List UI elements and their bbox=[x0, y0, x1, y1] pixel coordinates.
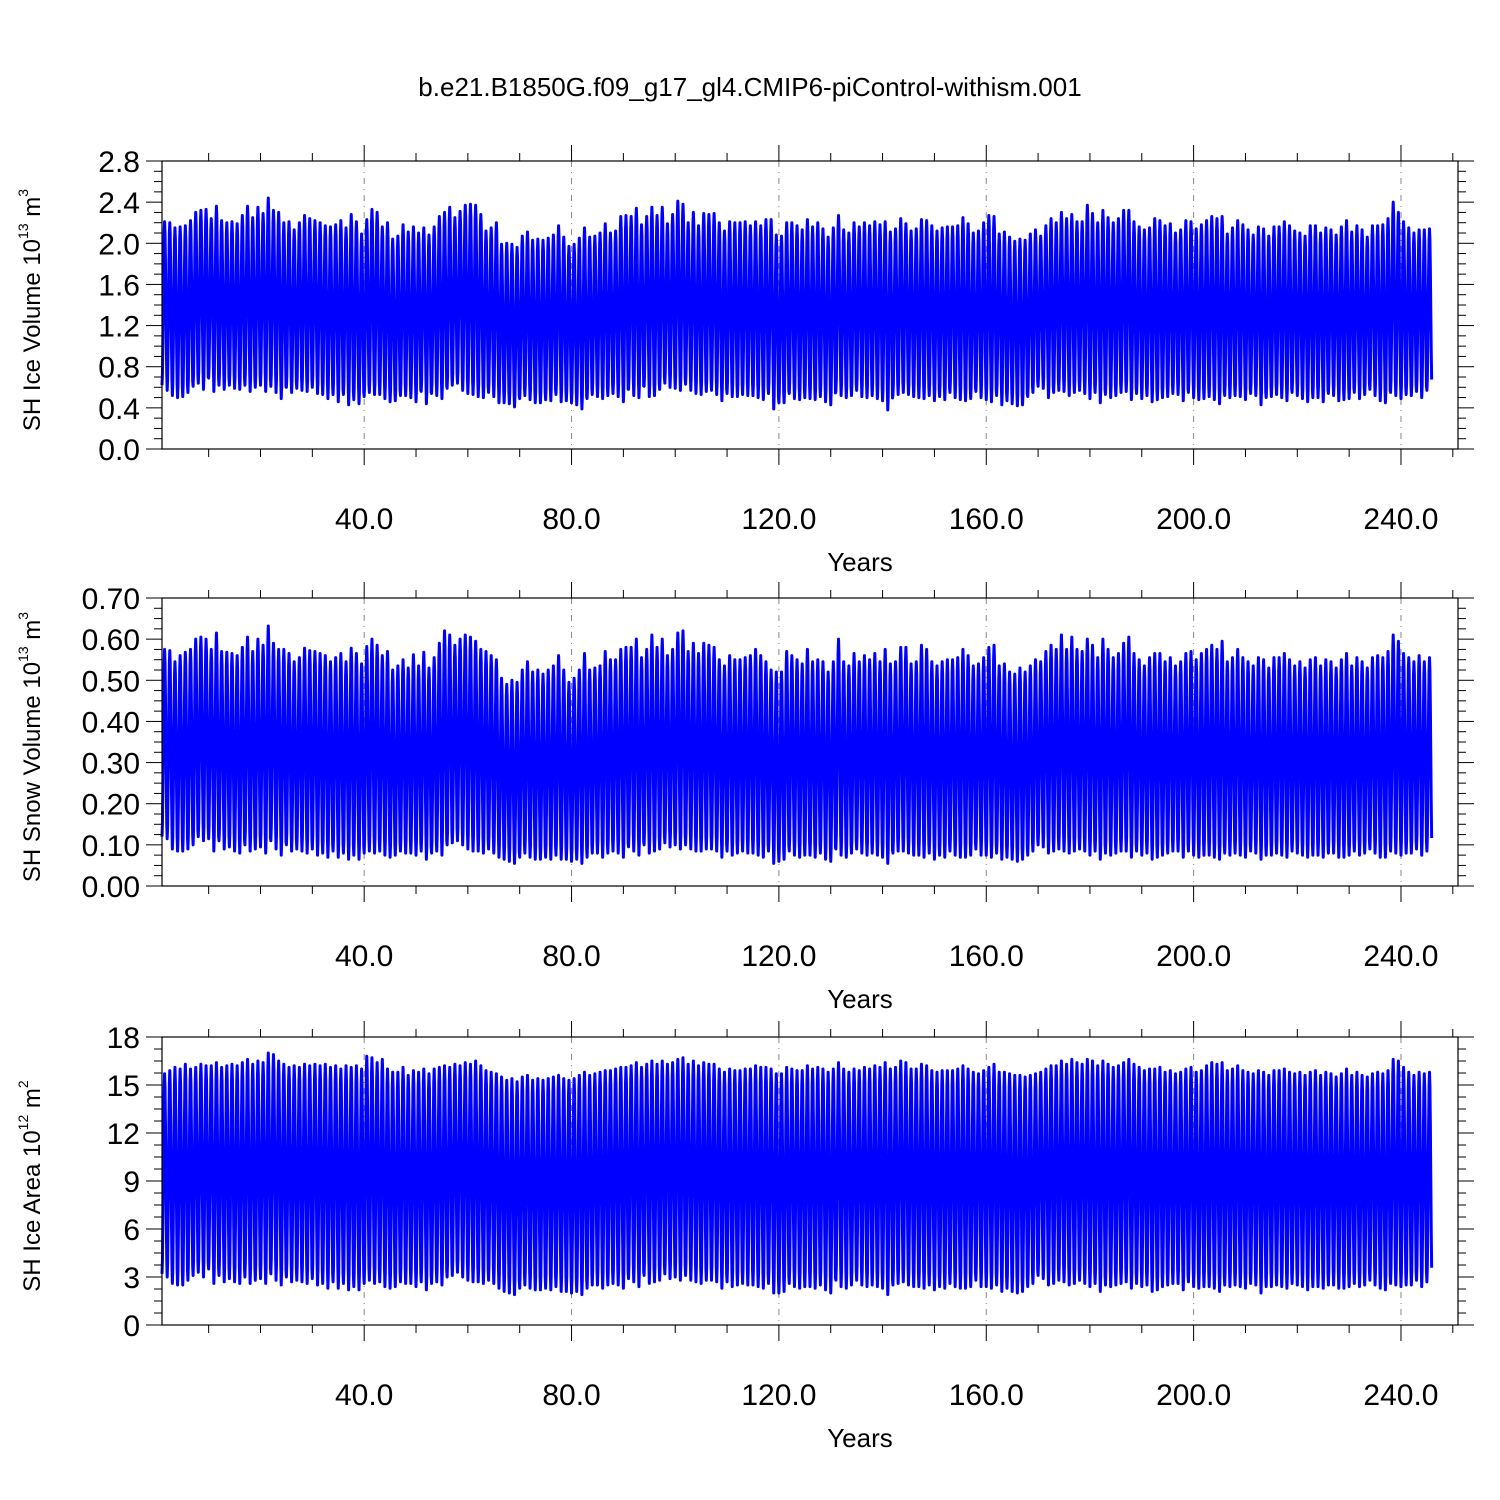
y-tick-label: 0.70 bbox=[82, 583, 140, 616]
y-tick-label: 0.4 bbox=[98, 393, 140, 426]
y-axis-label: SH Ice Area 1012 m2 bbox=[15, 1080, 46, 1292]
x-tick-label: 240.0 bbox=[1363, 940, 1438, 973]
panel-ice-volume: 0.0 0.4 0.8 1.2 1.6 2.0 2.4 2.8 40.0 80.0 120.0 160… bbox=[15, 145, 1474, 577]
y-tick-label: 0.20 bbox=[82, 789, 140, 822]
x-tick-label: 80.0 bbox=[542, 940, 600, 973]
x-tick-label: 80.0 bbox=[542, 1379, 600, 1412]
y-tick-label: 0.8 bbox=[98, 352, 140, 385]
y-tick-label: 15 bbox=[107, 1070, 140, 1103]
y-tick-label: 0.60 bbox=[82, 624, 140, 657]
series-line bbox=[160, 624, 1434, 865]
y-axis-label: SH Ice Volume 1013 m3 bbox=[15, 189, 46, 431]
y-tick-label: 0 bbox=[123, 1310, 140, 1343]
x-axis-label: Years bbox=[827, 984, 893, 1014]
x-tick-label: 160.0 bbox=[949, 503, 1024, 536]
y-tick-label: 2.8 bbox=[98, 146, 140, 179]
y-tick-label: 1.2 bbox=[98, 311, 140, 344]
y-axis-label: SH Snow Volume 1013 m3 bbox=[15, 612, 46, 882]
x-tick-label: 240.0 bbox=[1363, 1379, 1438, 1412]
x-tick-label: 40.0 bbox=[335, 503, 393, 536]
x-tick-label: 200.0 bbox=[1156, 1379, 1231, 1412]
y-tick-label: 3 bbox=[123, 1262, 140, 1295]
x-axis-label: Years bbox=[827, 1423, 893, 1453]
x-tick-label: 120.0 bbox=[741, 1379, 816, 1412]
x-tick-label: 200.0 bbox=[1156, 940, 1231, 973]
panel-snow-volume: 0.00 0.10 0.20 0.30 0.40 0.50 0.60 0.70 40.0 80.0… bbox=[15, 582, 1474, 1014]
figure-title: b.e21.B1850G.f09_g17_gl4.CMIP6-piControl… bbox=[418, 72, 1081, 102]
y-tick-label: 2.0 bbox=[98, 228, 140, 261]
x-tick-label: 160.0 bbox=[949, 940, 1024, 973]
x-tick-label: 120.0 bbox=[741, 503, 816, 536]
y-tick-label: 2.4 bbox=[98, 187, 140, 220]
y-tick-label: 9 bbox=[123, 1166, 140, 1199]
y-tick-label: 0.50 bbox=[82, 665, 140, 698]
y-tick-label: 1.6 bbox=[98, 269, 140, 302]
x-tick-label: 40.0 bbox=[335, 940, 393, 973]
panel-ice-area: 0 3 6 9 12 15 18 40.0 80.0 120.0 160.0 200.0 240.0 Ye… bbox=[15, 1021, 1474, 1453]
x-tick-label: 120.0 bbox=[741, 940, 816, 973]
x-tick-label: 80.0 bbox=[542, 503, 600, 536]
series-line bbox=[160, 1051, 1434, 1297]
y-tick-label: 18 bbox=[107, 1022, 140, 1055]
x-tick-label: 200.0 bbox=[1156, 503, 1231, 536]
x-tick-label: 40.0 bbox=[335, 1379, 393, 1412]
y-tick-label: 0.10 bbox=[82, 830, 140, 863]
x-axis-label: Years bbox=[827, 547, 893, 577]
y-tick-label: 6 bbox=[123, 1214, 140, 1247]
y-tick-label: 0.40 bbox=[82, 706, 140, 739]
x-tick-label: 160.0 bbox=[949, 1379, 1024, 1412]
series-line bbox=[160, 196, 1434, 412]
y-tick-label: 12 bbox=[107, 1118, 140, 1151]
x-tick-label: 240.0 bbox=[1363, 503, 1438, 536]
y-tick-label: 0.30 bbox=[82, 748, 140, 781]
y-tick-label: 0.00 bbox=[82, 871, 140, 904]
y-tick-label: 0.0 bbox=[98, 434, 140, 467]
